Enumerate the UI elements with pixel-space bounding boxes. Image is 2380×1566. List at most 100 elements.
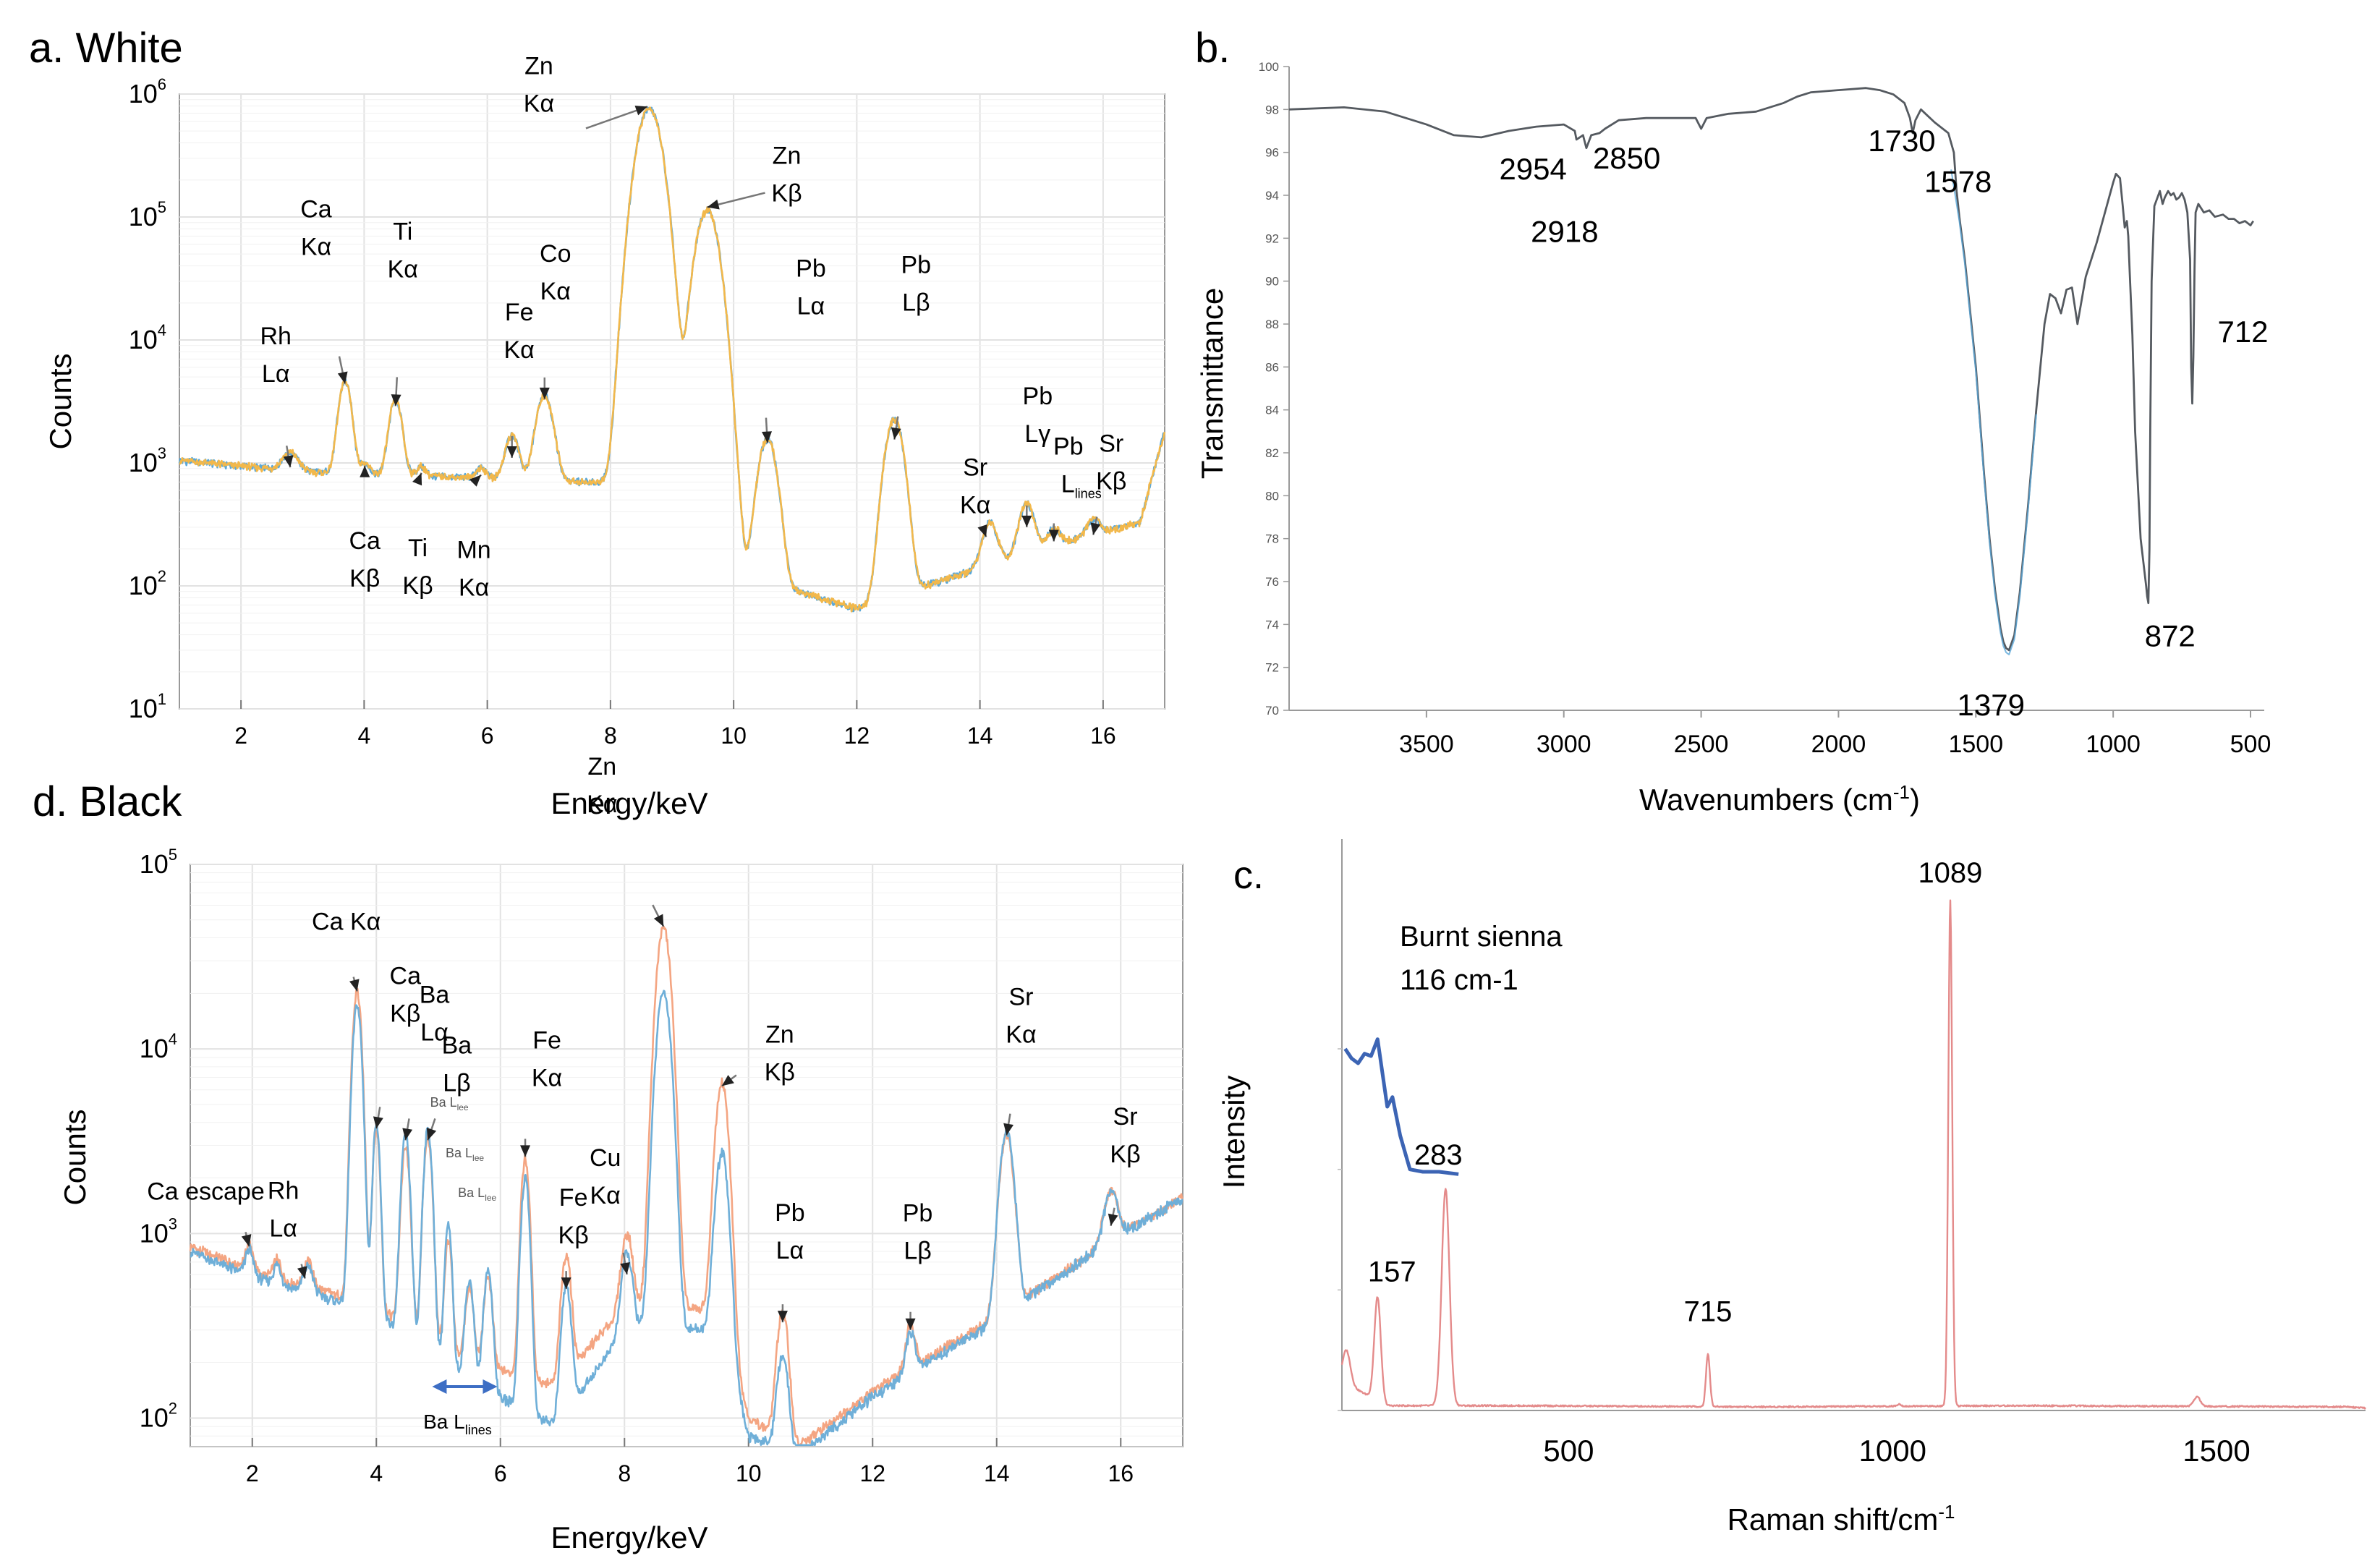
y-tick-exp: 5 (169, 846, 177, 864)
ftir-line-2 (1950, 169, 2037, 655)
peak-label: 2850 (1593, 141, 1660, 175)
peak-label: Kα (532, 1064, 562, 1091)
peak-arrow-head (891, 427, 901, 440)
panel-d-xlabel: Energy/keV (551, 1520, 707, 1554)
peak-annotation: Ba Lα (402, 981, 450, 1141)
x-tick-label: 12 (844, 723, 870, 749)
peak-label: Pb (901, 252, 932, 279)
peak-label: Kα (388, 255, 418, 283)
peak-label: Lα (776, 1237, 804, 1264)
peak-label: Fe (505, 299, 534, 326)
x-tick-label: 6 (481, 723, 494, 749)
peak-annotation: Ca Kα (312, 908, 381, 992)
x-tick-label: 10 (736, 1460, 762, 1486)
peak-label: Sr (1113, 1103, 1138, 1131)
peak-arrow-head (653, 914, 664, 927)
peak-arrow-head (337, 371, 348, 384)
peak-label: Lα (797, 293, 825, 320)
peak-arrow-head (1003, 1123, 1014, 1136)
peak-annotation: Zn Kα (524, 52, 648, 129)
peak-annotation: Sr Kα (960, 454, 990, 537)
peak-annotation: Zn Kβ (707, 142, 802, 210)
y-tick-label: 104 (129, 321, 166, 354)
peak-annotation: Pb Lα (775, 1199, 805, 1323)
peak-label: Ba (420, 981, 450, 1008)
peak-label: Kα (587, 791, 617, 818)
peak-arrow-head (721, 1075, 734, 1086)
panel-a-plot-area (179, 93, 1165, 710)
y-tick-label: 106 (129, 75, 166, 108)
peak-arrow-head (412, 472, 422, 486)
peak-arrow-head (360, 465, 370, 477)
peak-label: Lα (269, 1215, 297, 1243)
peak-label: Mn (456, 536, 490, 563)
peak-label: Cu (590, 1144, 621, 1172)
peak-arrow-head (1108, 1213, 1118, 1226)
y-tick-label: 80 (1265, 489, 1279, 503)
x-tick-label: 4 (357, 723, 370, 749)
peak-label: 2918 (1531, 215, 1598, 249)
peak-annotation: Cu Kα (590, 1144, 630, 1275)
peak-arrow-head (520, 1145, 531, 1157)
peak-label: 283 (1414, 1139, 1463, 1171)
peak-annotation: Ti Kα (388, 218, 418, 407)
y-tick-exp: 4 (169, 1030, 177, 1048)
x-tick-label: 16 (1090, 723, 1116, 749)
peak-arrow-head (539, 387, 550, 399)
inset-label: Burnt sienna (1400, 921, 1563, 953)
peak-label: Kα (459, 574, 489, 601)
peak-label: Kβ (349, 565, 380, 592)
peak-arrow-head (402, 1128, 413, 1141)
y-tick-label: 98 (1265, 103, 1279, 116)
y-tick-label: 70 (1265, 704, 1279, 718)
peak-label: Lγ (1024, 420, 1050, 448)
y-tick-base: 10 (129, 694, 158, 723)
x-tick-label: 10 (721, 723, 747, 749)
x-tick-label: 12 (859, 1460, 885, 1486)
peak-label: 1379 (1958, 688, 2025, 722)
x-tick-label: 2 (246, 1460, 259, 1486)
peak-annotation: Pb Lβ (903, 1200, 932, 1330)
peak-label: Ca (390, 962, 422, 990)
peak-annotation: Ba Lβ (426, 1031, 472, 1141)
y-tick-label: 74 (1265, 618, 1279, 631)
panel-a-title: a. White (29, 25, 183, 72)
y-tick-base: 10 (140, 849, 169, 879)
peak-annotation: Pb Lα (762, 255, 826, 443)
peak-arrow-head (707, 199, 720, 210)
peak-arrow-head (283, 455, 294, 468)
peak-label: Kα (301, 234, 331, 261)
x-tick-label: 1000 (1859, 1434, 1926, 1468)
peak-label: Kα (590, 1182, 621, 1209)
peak-label: Lβ (443, 1069, 470, 1097)
peak-annotation: Rh Lα (268, 1178, 307, 1279)
peak-label: 715 (1684, 1296, 1733, 1328)
peak-label: Zn (773, 142, 802, 170)
peak-annotation: Sr Kα (1003, 984, 1037, 1136)
peak-annotation: Fe Kα (520, 1026, 562, 1157)
peak-annotation: Pb Lβ (891, 252, 931, 440)
y-tick-label: 94 (1265, 189, 1279, 203)
peak-label: Kβ (765, 1058, 795, 1086)
peak-arrow-head (391, 394, 401, 407)
x-tick-label: 1000 (2086, 731, 2141, 758)
ba-range-arrow-right (483, 1379, 498, 1394)
x-tick-label: 8 (618, 1460, 631, 1486)
peak-label: Ca (300, 196, 332, 224)
y-tick-exp: 4 (158, 321, 166, 339)
peak-label: Kβ (402, 572, 433, 600)
panel-b-xlabel: Wavenumbers (cm-1) (1639, 781, 1920, 817)
x-tick-label: 2 (234, 723, 247, 749)
panel-a-xlabel: Energy/keV (551, 786, 707, 820)
peak-label: Ca Kα (312, 908, 381, 936)
peak-label: Rh (268, 1178, 299, 1205)
x-tick-label: 3000 (1537, 731, 1591, 758)
peak-label: 1089 (1918, 857, 1982, 889)
y-tick-label: 101 (129, 690, 166, 723)
y-tick-exp: 3 (169, 1214, 177, 1233)
peak-arrow-head (349, 979, 360, 992)
peak-label: Kβ (1110, 1141, 1140, 1168)
peak-label: 157 (1368, 1256, 1416, 1288)
y-tick-exp: 6 (158, 75, 166, 93)
